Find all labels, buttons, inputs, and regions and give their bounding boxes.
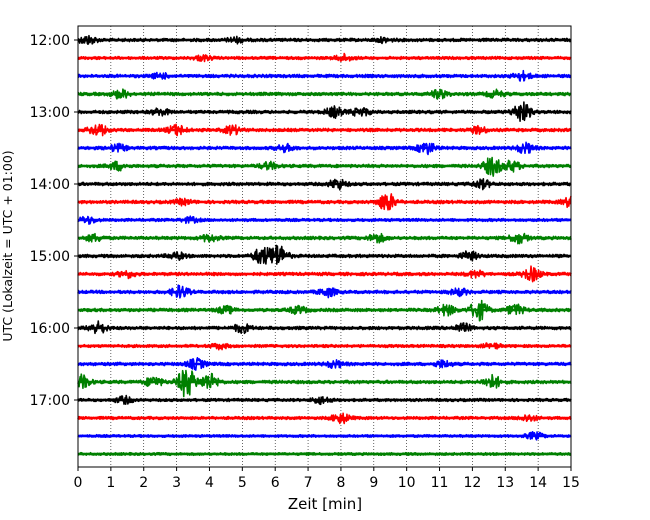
x-tick-label: 2 [139, 475, 148, 491]
trace-1500 [77, 244, 572, 265]
trace-layer [77, 34, 572, 457]
x-tick-label: 4 [205, 475, 214, 491]
x-tick-label: 13 [496, 475, 514, 491]
x-tick-label: 1 [106, 475, 115, 491]
y-tick-label: 13:00 [30, 105, 70, 121]
x-tick-label: 6 [271, 475, 280, 491]
trace-1300 [77, 101, 572, 123]
trace-1645 [77, 369, 572, 398]
y-tick-label: 16:00 [30, 321, 70, 337]
y-tick-label: 17:00 [30, 393, 70, 409]
x-tick-label: 5 [238, 475, 247, 491]
plot-frame [77, 25, 572, 468]
y-ticks: 12:00 13:00 14:00 15:00 16:00 17:00 [30, 33, 78, 409]
trace-1415 [77, 193, 572, 211]
x-ticks: 0 1 2 3 4 5 6 7 8 9 10 11 12 13 14 15 [74, 467, 580, 491]
x-tick-label: 8 [336, 475, 345, 491]
x-axis-title: Zeit [min] [288, 495, 362, 513]
x-tick-label: 9 [369, 475, 378, 491]
x-tick-label: 3 [172, 475, 181, 491]
y-tick-label: 12:00 [30, 33, 70, 49]
x-tick-label: 7 [304, 475, 313, 491]
x-tick-label: 12 [463, 475, 481, 491]
y-tick-label: 14:00 [30, 177, 70, 193]
x-tick-label: 14 [529, 475, 547, 491]
x-tick-label: 0 [74, 475, 83, 491]
x-tick-label: 11 [431, 475, 449, 491]
y-axis-title: UTC (Lokalzeit = UTC + 01:00) [0, 150, 15, 341]
x-tick-label: 10 [398, 475, 416, 491]
y-tick-label: 15:00 [30, 249, 70, 265]
x-tick-label: 15 [562, 475, 580, 491]
